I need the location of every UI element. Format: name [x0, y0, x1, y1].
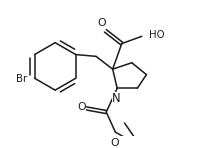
Text: Br: Br [16, 74, 27, 84]
Text: HO: HO [149, 30, 165, 40]
Text: O: O [77, 102, 86, 112]
Text: N: N [112, 92, 121, 105]
Text: O: O [97, 18, 106, 28]
Text: O: O [110, 138, 119, 148]
